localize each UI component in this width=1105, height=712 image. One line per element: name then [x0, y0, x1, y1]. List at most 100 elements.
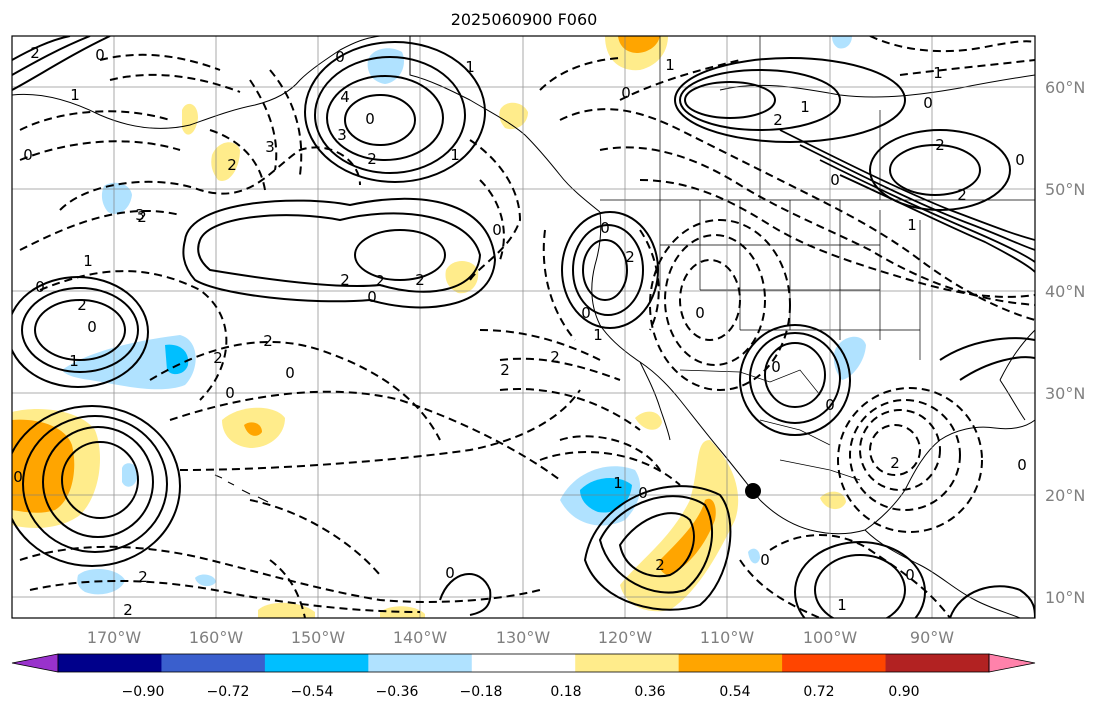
contour-high-west40-2 — [21, 287, 139, 373]
fill-cool-north-ne — [832, 36, 852, 49]
contour-high-mid-2 — [197, 212, 482, 293]
coastline-north-america-west — [591, 211, 866, 535]
contour-low-14 — [209, 129, 266, 191]
contour-low-ak-3 — [19, 110, 171, 131]
positive-contours — [12, 36, 1035, 618]
fill-warm-baja — [635, 411, 662, 430]
contour-label: 0 — [695, 304, 705, 322]
fill-cool-south-2 — [195, 574, 216, 587]
contour-label: 2 — [500, 361, 510, 379]
contour-high-texas-1 — [764, 342, 826, 408]
fill-cool-texas — [833, 336, 866, 380]
contour-label: 0 — [95, 46, 105, 64]
fill-warm-north-inner — [618, 36, 660, 53]
contour-label: 2 — [773, 111, 783, 129]
contour-label: 2 — [30, 44, 40, 62]
fill-warm-bc — [499, 102, 528, 130]
contour-label: 0 — [600, 219, 610, 237]
contour-label: 0 — [23, 146, 33, 164]
contour-high-west20-2 — [42, 426, 154, 538]
colorbar-segment — [264, 654, 369, 672]
contour-ak-topleft-3 — [12, 36, 111, 91]
contour-high-cal-3 — [561, 211, 659, 329]
contour-low-18 — [639, 179, 1035, 298]
contour-label: 2 — [213, 349, 223, 367]
contour-label: 0 — [492, 221, 502, 239]
contour-low-w20b — [539, 451, 681, 486]
shading-layer — [12, 36, 866, 618]
fill-warm-mid — [445, 261, 479, 294]
lon-label: 120°W — [598, 628, 653, 647]
contour-low-17 — [599, 146, 1035, 306]
contour-low-ak-2 — [109, 73, 241, 93]
colorbar-tick-label: −0.18 — [460, 684, 503, 700]
lon-label: 110°W — [700, 628, 755, 647]
coastline-baja — [639, 361, 671, 441]
contour-low-east-top — [869, 36, 1035, 53]
contour-low-8 — [499, 357, 621, 381]
contour-label: 0 — [445, 564, 455, 582]
contour-low-11 — [479, 179, 505, 261]
contour-low-w20 — [559, 435, 661, 471]
contour-low-gulf-3 — [849, 399, 961, 511]
contour-high-texas-2 — [749, 332, 841, 424]
hawaii-islands — [214, 474, 269, 503]
colorbar-tick-label: 0.54 — [719, 684, 750, 700]
contour-label: 0 — [365, 110, 375, 128]
jet-2 — [799, 144, 1035, 251]
contour-low-gulf-4 — [837, 387, 983, 533]
contour-label: 1 — [593, 326, 603, 344]
lon-label: 170°W — [87, 628, 142, 647]
contour-label: 0 — [771, 358, 781, 376]
contour-label: 2 — [890, 454, 900, 472]
contour-low-16 — [559, 108, 1035, 321]
colorbar-extend-high — [988, 653, 1036, 673]
contour-high-texas-3 — [739, 324, 851, 436]
colorbar-segment — [471, 654, 576, 672]
colorbar-segment — [58, 654, 162, 672]
contour-low-2 — [19, 210, 181, 251]
contour-label: 0 — [87, 318, 97, 336]
colorbar-tick-label: −0.72 — [207, 684, 250, 700]
colorbar-segment — [161, 654, 266, 672]
contour-label: 2 — [340, 271, 350, 289]
contour-label: 3 — [135, 206, 145, 224]
colorbar-tick-label: 0.18 — [550, 684, 581, 700]
fill-warm-mexico-coast — [620, 440, 739, 612]
contour-label: 1 — [83, 252, 93, 270]
colorbar-tick-label: 0.36 — [634, 684, 665, 700]
contour-low-cal2 — [639, 229, 660, 331]
contour-low-ak-4 — [19, 140, 181, 161]
contour-label: 2 — [77, 296, 87, 314]
negative-contours — [19, 36, 1035, 618]
fill-cool-west — [62, 335, 196, 390]
colorbar-tick-label: 0.90 — [888, 684, 919, 700]
contour-low-s3 — [249, 499, 381, 576]
contour-label: 1 — [450, 146, 460, 164]
fill-warm-alaska-2 — [211, 142, 240, 181]
gridlines — [12, 36, 1035, 618]
contour-label: 1 — [613, 474, 623, 492]
contour-label: 1 — [69, 352, 79, 370]
longitude-labels: 170°W 160°W 150°W 140°W 130°W 120°W 110°… — [87, 628, 954, 647]
contour-low-mex2 — [769, 534, 951, 618]
contour-high-gulf-ak-2 — [326, 75, 444, 161]
colorbar-tick-label: 0.72 — [803, 684, 834, 700]
contour-low-5 — [169, 390, 561, 481]
contour-label: 2 — [625, 248, 635, 266]
contour-label: 2 — [137, 208, 147, 226]
colorbar-frame — [57, 653, 990, 673]
contour-high-gulf-ak-1 — [344, 94, 416, 146]
contour-labels: 2 0 0 1 0 1 0 2 2 1 2 3 2 0 4 3 2 1 0 1 … — [13, 44, 1027, 618]
lon-label: 90°W — [910, 628, 954, 647]
contour-high-mex-1 — [618, 512, 695, 578]
contour-low-ne-2 — [664, 234, 766, 366]
contour-label: 1 — [800, 98, 810, 116]
contour-label: 1 — [837, 596, 847, 614]
contour-ak-topleft-2 — [12, 36, 91, 76]
coastline-east — [999, 329, 1035, 381]
contour-high-west20-4 — [12, 405, 181, 567]
contour-label: 2 — [227, 156, 237, 174]
contour-high-east-2 — [959, 356, 1035, 381]
contour-low-7 — [479, 329, 601, 361]
